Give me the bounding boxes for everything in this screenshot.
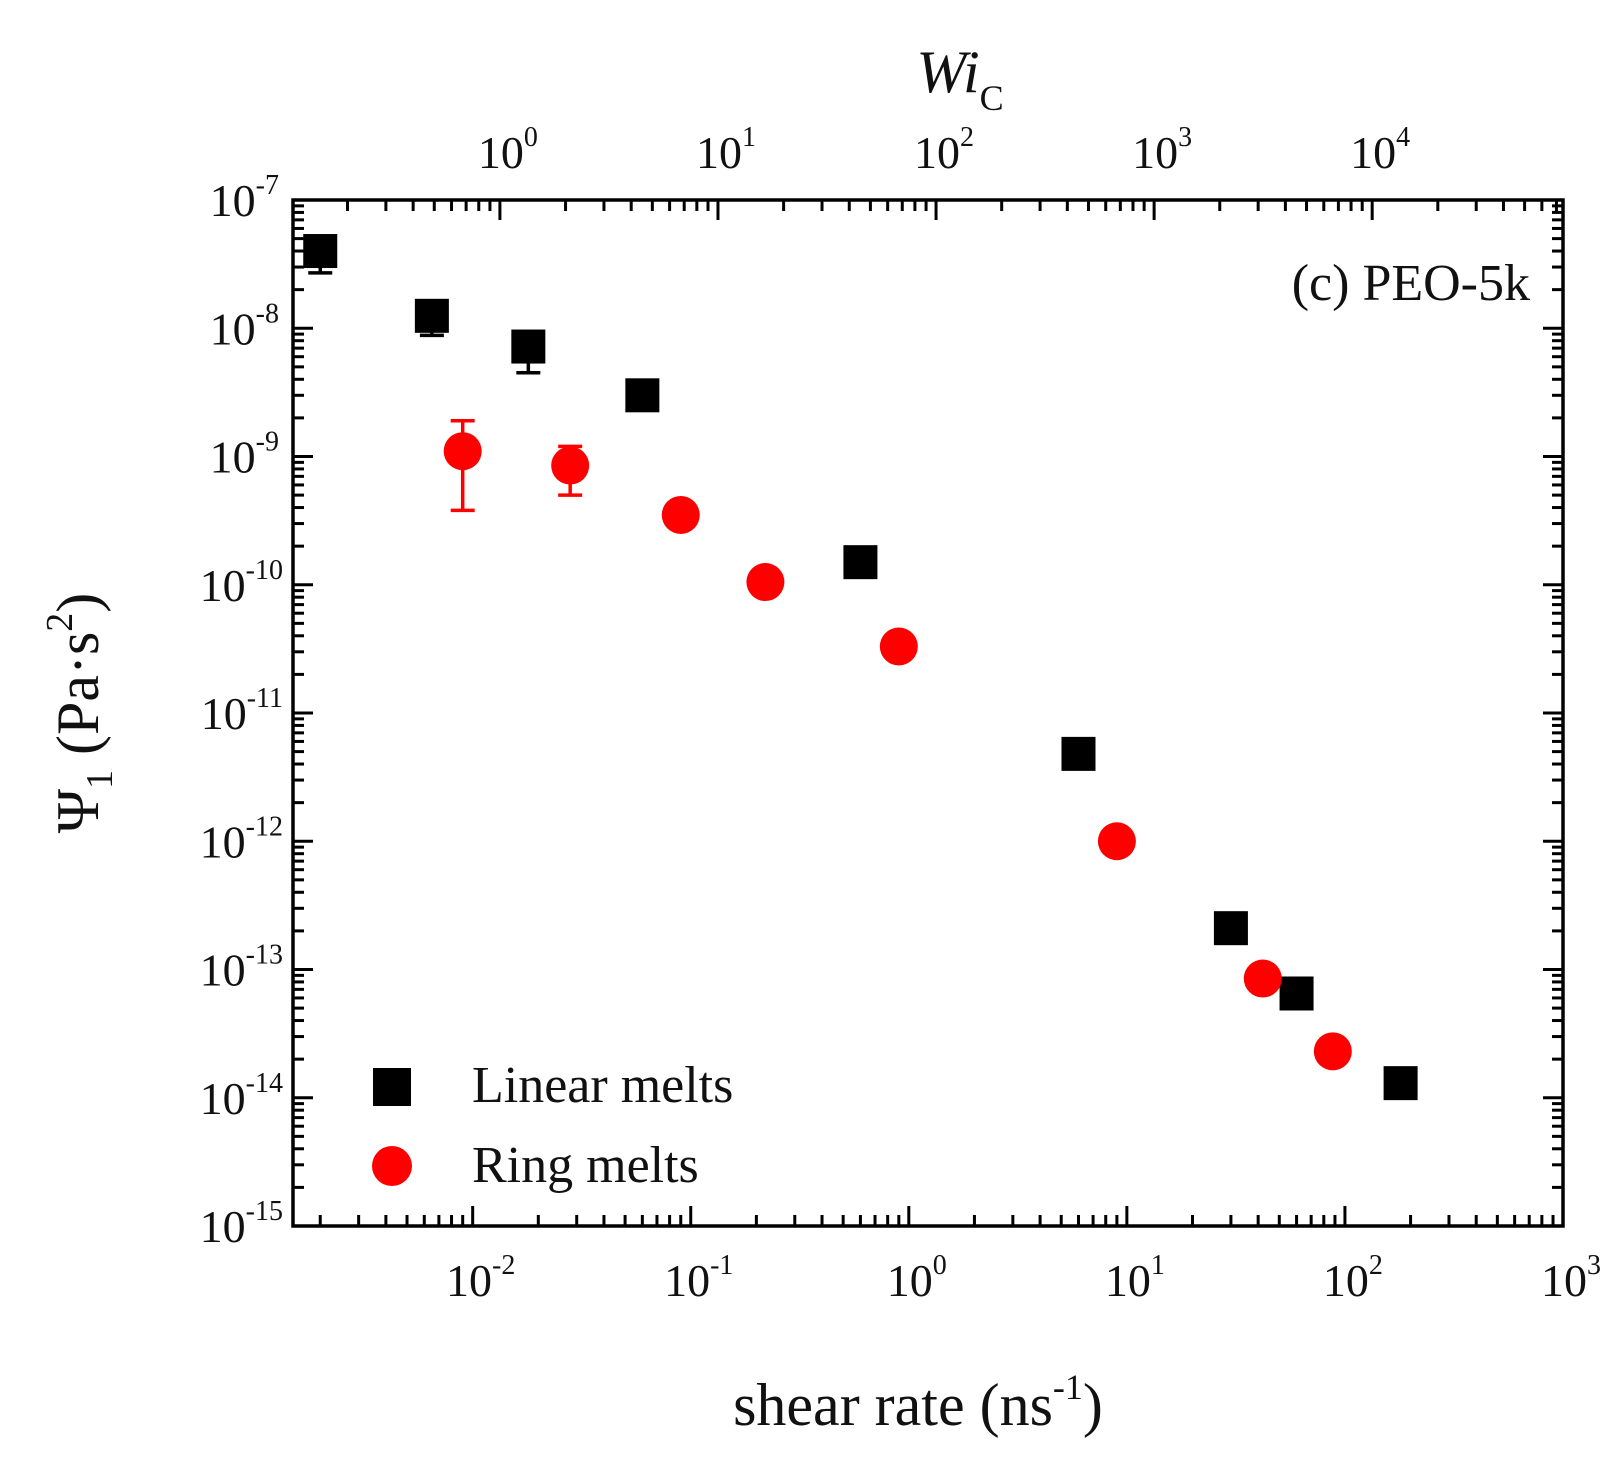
data-point-linear: [1383, 1066, 1418, 1101]
tick-marks: [293, 198, 1565, 1228]
y-tick-label: 10-14: [200, 1068, 283, 1124]
data-point-ring: [1313, 1032, 1352, 1071]
top-tick-label: 100: [478, 122, 538, 178]
data-point-ring: [746, 563, 785, 602]
x-tick-label: 102: [1323, 1250, 1383, 1306]
y-tick-label: 10-8: [210, 298, 279, 354]
data-markers: [303, 234, 1418, 1101]
data-point-linear: [843, 545, 878, 580]
y-tick-label: 10-12: [200, 811, 283, 867]
x-tick-label: 101: [1105, 1250, 1165, 1306]
y-axis-title: Ψ1 (Pa·s2): [39, 593, 121, 834]
top-tick-label: 102: [914, 122, 974, 178]
top-tick-label: 101: [696, 122, 756, 178]
y-tick-label: 10-10: [200, 555, 283, 611]
top-tick-label: 104: [1350, 122, 1410, 178]
data-point-ring: [661, 495, 700, 534]
top-tick-labels: 100 101 102 103 104: [478, 122, 1410, 178]
x-tick-label: 103: [1541, 1250, 1601, 1306]
data-point-ring: [1097, 822, 1136, 861]
data-point-ring: [879, 627, 918, 666]
legend-marker-ring: [372, 1146, 412, 1186]
x-tick-label: 10-2: [446, 1250, 515, 1306]
top-axis-title: WiC: [916, 39, 1003, 118]
panel-annotation: (c) PEO-5k: [1292, 255, 1530, 312]
top-tick-label: 103: [1132, 122, 1192, 178]
y-tick-label: 10-11: [201, 683, 283, 739]
x-tick-label: 10-1: [664, 1250, 733, 1306]
x-tick-labels: 10-2 10-1 100 101 102 103: [446, 1250, 1601, 1306]
data-point-ring: [443, 432, 482, 471]
x-tick-label: 100: [887, 1250, 947, 1306]
x-axis-title: shear rate (ns-1): [733, 1367, 1103, 1438]
y-tick-label: 10-15: [200, 1196, 283, 1252]
legend: Linear melts Ring melts: [372, 1057, 733, 1194]
data-point-linear: [303, 234, 338, 269]
data-point-linear: [1213, 911, 1248, 946]
data-point-ring: [551, 446, 590, 485]
data-point-linear: [511, 329, 546, 364]
y-tick-label: 10-9: [210, 427, 279, 483]
y-tick-label: 10-7: [210, 170, 279, 226]
y-tick-labels: 10-7 10-8 10-9 10-10 10-11 10-12 10-13 10-14 10-…: [200, 170, 283, 1252]
data-point-linear: [1279, 976, 1314, 1011]
data-point-linear: [1061, 736, 1096, 771]
data-point-linear: [414, 298, 449, 333]
legend-label-ring: Ring melts: [472, 1137, 699, 1194]
legend-label-linear: Linear melts: [472, 1057, 733, 1114]
data-point-linear: [625, 378, 660, 413]
y-tick-label: 10-13: [200, 940, 283, 996]
data-point-ring: [1243, 959, 1282, 998]
legend-marker-linear: [373, 1068, 411, 1106]
